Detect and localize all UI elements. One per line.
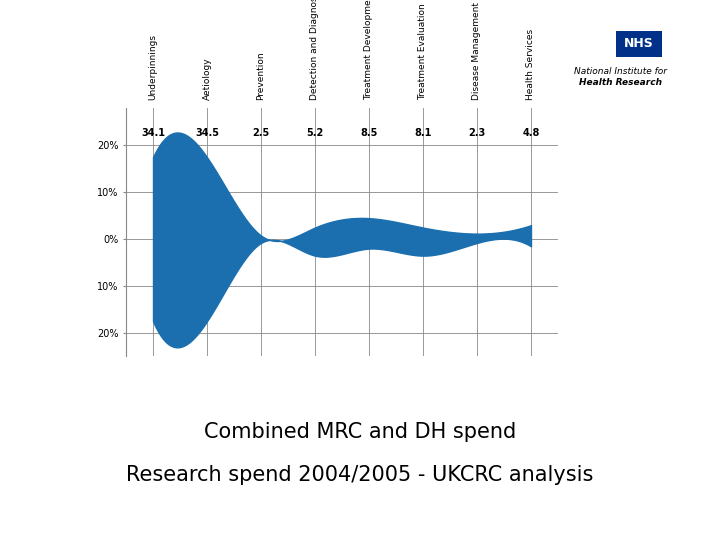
Text: 34.5: 34.5 [195,129,219,138]
Text: 2.3: 2.3 [469,129,485,138]
Text: Aetiology: Aetiology [202,57,212,100]
Text: Combined MRC and DH spend: Combined MRC and DH spend [204,422,516,442]
Text: Health Research: Health Research [579,78,662,87]
Text: Treatment Development: Treatment Development [364,0,374,100]
Text: 8.1: 8.1 [414,129,432,138]
Text: Treatment Evaluation: Treatment Evaluation [418,3,428,100]
Text: Health Services: Health Services [526,29,536,100]
Text: 34.1: 34.1 [141,129,165,138]
Text: National Institute for: National Institute for [574,68,667,77]
Text: 2.5: 2.5 [253,129,269,138]
Text: Research spend 2004/2005 - UKCRC analysis: Research spend 2004/2005 - UKCRC analysi… [126,465,594,485]
Text: 8.5: 8.5 [360,129,378,138]
Text: 5.2: 5.2 [307,129,323,138]
Text: Disease Management: Disease Management [472,2,482,100]
Text: 4.8: 4.8 [522,129,540,138]
Text: Underpinnings: Underpinnings [148,34,158,100]
Text: Detection and Diagnosis: Detection and Diagnosis [310,0,320,100]
Text: NHS: NHS [624,37,654,50]
Text: Prevention: Prevention [256,51,266,100]
